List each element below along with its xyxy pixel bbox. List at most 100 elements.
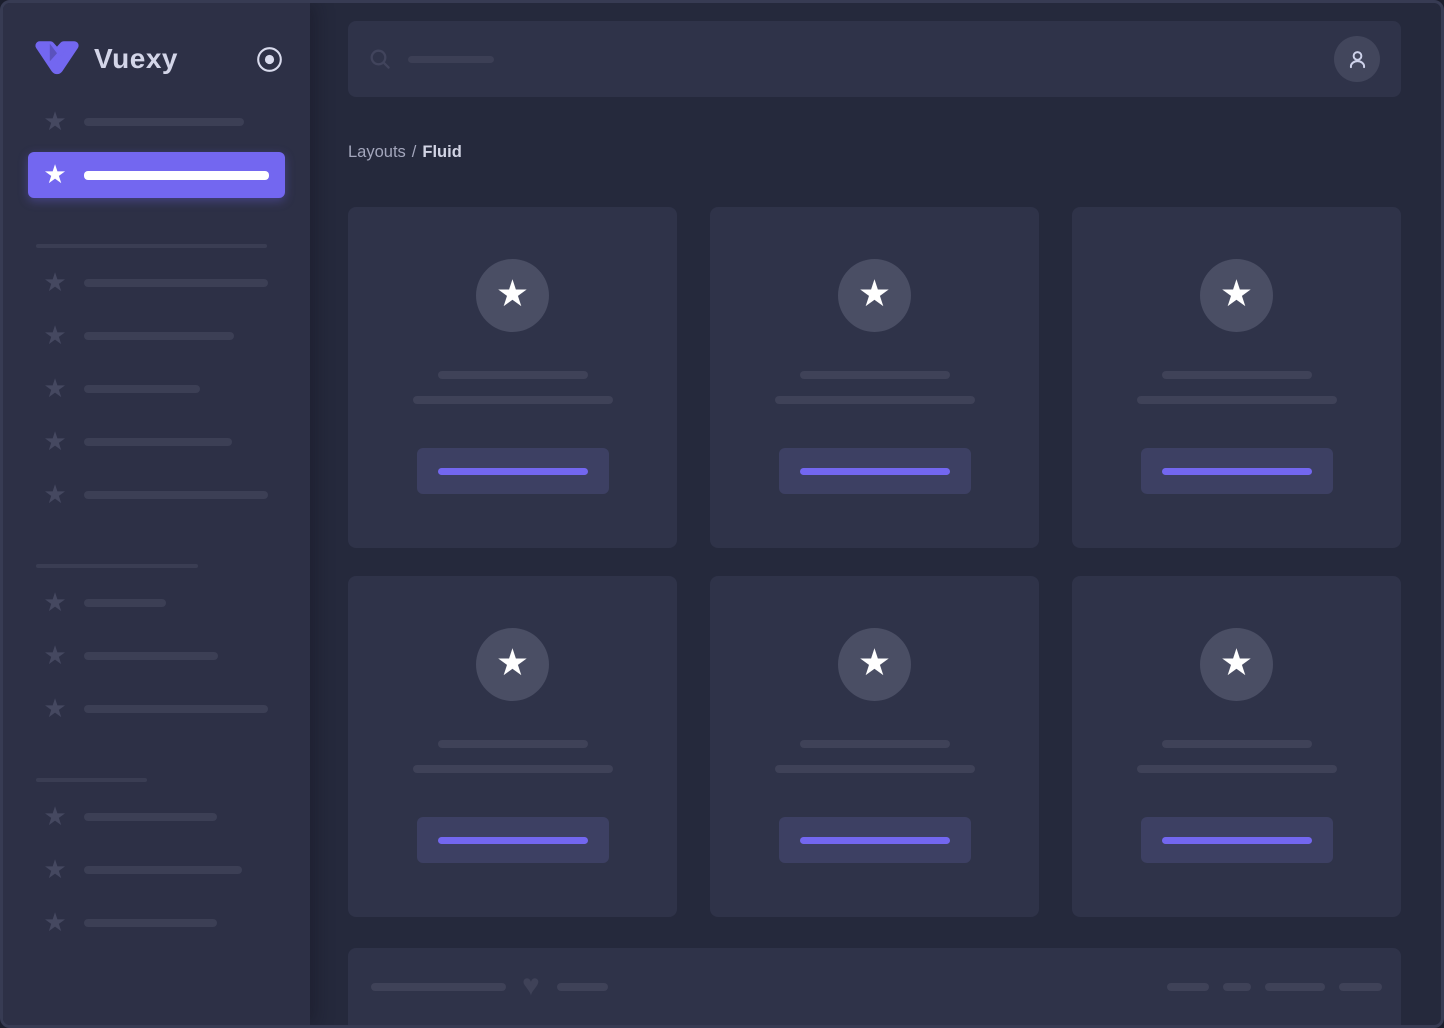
card-action-button[interactable]: [778, 448, 971, 494]
main-content: Layouts / Fluid ★ ★ ★ ★: [310, 3, 1441, 1025]
cards-grid: ★ ★ ★ ★: [348, 207, 1401, 917]
star-icon: ★: [43, 106, 67, 136]
star-icon: ★: [43, 320, 67, 350]
star-icon: ★: [43, 587, 67, 617]
sidebar-item[interactable]: ★: [28, 313, 285, 359]
menu-label-skeleton: [84, 705, 268, 713]
sidebar-item[interactable]: ★: [28, 633, 285, 679]
placeholder-card: ★: [1072, 576, 1401, 917]
menu-label-skeleton: [84, 491, 268, 499]
star-icon: ★: [495, 273, 530, 314]
menu-label-skeleton: [84, 279, 268, 287]
card-text-skeleton: [1161, 371, 1312, 379]
breadcrumb-parent[interactable]: Layouts: [348, 143, 406, 161]
card-action-button[interactable]: [1140, 817, 1333, 863]
menu-label-skeleton: [84, 118, 244, 126]
top-navbar: [348, 21, 1401, 97]
star-icon: ★: [43, 640, 67, 670]
menu-label-skeleton: [84, 438, 232, 446]
sidebar-item[interactable]: ★: [28, 419, 285, 465]
card-avatar-circle: ★: [1200, 628, 1273, 701]
menu-label-skeleton: [84, 652, 218, 660]
search-input[interactable]: [368, 47, 494, 72]
card-text-skeleton: [437, 371, 588, 379]
star-icon: ★: [43, 854, 67, 884]
user-icon: [1345, 47, 1370, 72]
card-text-skeleton: [1161, 740, 1312, 748]
card-text-skeleton: [774, 765, 975, 773]
page-footer: ♥: [348, 948, 1401, 1025]
footer-text-skeleton: [371, 982, 506, 991]
card-action-button[interactable]: [416, 448, 609, 494]
vuexy-logo: [33, 39, 81, 79]
sidebar-item[interactable]: ★: [28, 99, 285, 145]
card-action-button[interactable]: [416, 817, 609, 863]
star-icon: ★: [43, 693, 67, 723]
menu-label-skeleton: [84, 813, 217, 821]
footer-text-skeleton: [556, 982, 608, 991]
sidebar-item[interactable]: ★: [28, 366, 285, 412]
sidebar-section-divider: [36, 564, 198, 568]
star-icon: ★: [857, 273, 892, 314]
sidebar-item-active[interactable]: ★: [28, 152, 285, 198]
brand-header: Vuexy: [3, 37, 310, 81]
placeholder-card: ★: [348, 576, 677, 917]
footer-link-skeleton: [1167, 982, 1209, 991]
star-icon: ★: [1219, 642, 1254, 683]
sidebar-item[interactable]: ★: [28, 472, 285, 518]
placeholder-card: ★: [710, 576, 1039, 917]
menu-label-skeleton: [84, 599, 166, 607]
sidebar-menu: ★ ★ ★ ★ ★ ★ ★ ★ ★ ★ ★ ★ ★: [3, 99, 310, 946]
star-icon: ★: [43, 801, 67, 831]
card-avatar-circle: ★: [1200, 259, 1273, 332]
star-icon: ★: [857, 642, 892, 683]
sidebar-item[interactable]: ★: [28, 847, 285, 893]
brand-name: Vuexy: [94, 43, 178, 74]
footer-link-skeleton: [1339, 982, 1382, 991]
card-text-skeleton: [412, 765, 613, 773]
card-avatar-circle: ★: [838, 259, 911, 332]
star-icon: ★: [43, 907, 67, 937]
placeholder-card: ★: [1072, 207, 1401, 548]
card-avatar-circle: ★: [476, 259, 549, 332]
menu-label-skeleton: [84, 332, 234, 340]
footer-right: [1153, 982, 1382, 991]
button-label-skeleton: [437, 836, 588, 844]
button-label-skeleton: [799, 836, 950, 844]
sidebar: Vuexy ★ ★ ★ ★ ★ ★ ★ ★ ★ ★ ★ ★ ★: [3, 3, 310, 1025]
card-text-skeleton: [1136, 396, 1337, 404]
card-text-skeleton: [774, 396, 975, 404]
sidebar-item[interactable]: ★: [28, 260, 285, 306]
radio-toggle-icon[interactable]: [256, 46, 283, 73]
menu-label-skeleton: [84, 866, 242, 874]
card-avatar-circle: ★: [476, 628, 549, 701]
breadcrumb: Layouts / Fluid: [348, 143, 1401, 162]
star-icon: ★: [43, 426, 67, 456]
star-icon: ★: [1219, 273, 1254, 314]
star-icon: ★: [43, 373, 67, 403]
card-action-button[interactable]: [1140, 448, 1333, 494]
button-label-skeleton: [799, 467, 950, 475]
user-avatar[interactable]: [1334, 36, 1380, 82]
button-label-skeleton: [1161, 467, 1312, 475]
sidebar-item[interactable]: ★: [28, 686, 285, 732]
menu-label-skeleton: [84, 919, 217, 927]
sidebar-item[interactable]: ★: [28, 580, 285, 626]
search-icon: [368, 47, 393, 72]
button-label-skeleton: [1161, 836, 1312, 844]
breadcrumb-separator: /: [411, 143, 417, 161]
star-icon: ★: [495, 642, 530, 683]
star-icon: ★: [43, 159, 67, 189]
star-icon: ★: [43, 267, 67, 297]
placeholder-card: ★: [348, 207, 677, 548]
sidebar-item[interactable]: ★: [28, 794, 285, 840]
footer-link-skeleton: [1223, 982, 1251, 991]
card-text-skeleton: [799, 371, 950, 379]
footer-left: ♥: [371, 970, 608, 1000]
search-placeholder-skeleton: [408, 55, 494, 63]
card-action-button[interactable]: [778, 817, 971, 863]
sidebar-item[interactable]: ★: [28, 900, 285, 946]
card-text-skeleton: [412, 396, 613, 404]
sidebar-section-divider: [36, 778, 147, 782]
card-text-skeleton: [799, 740, 950, 748]
